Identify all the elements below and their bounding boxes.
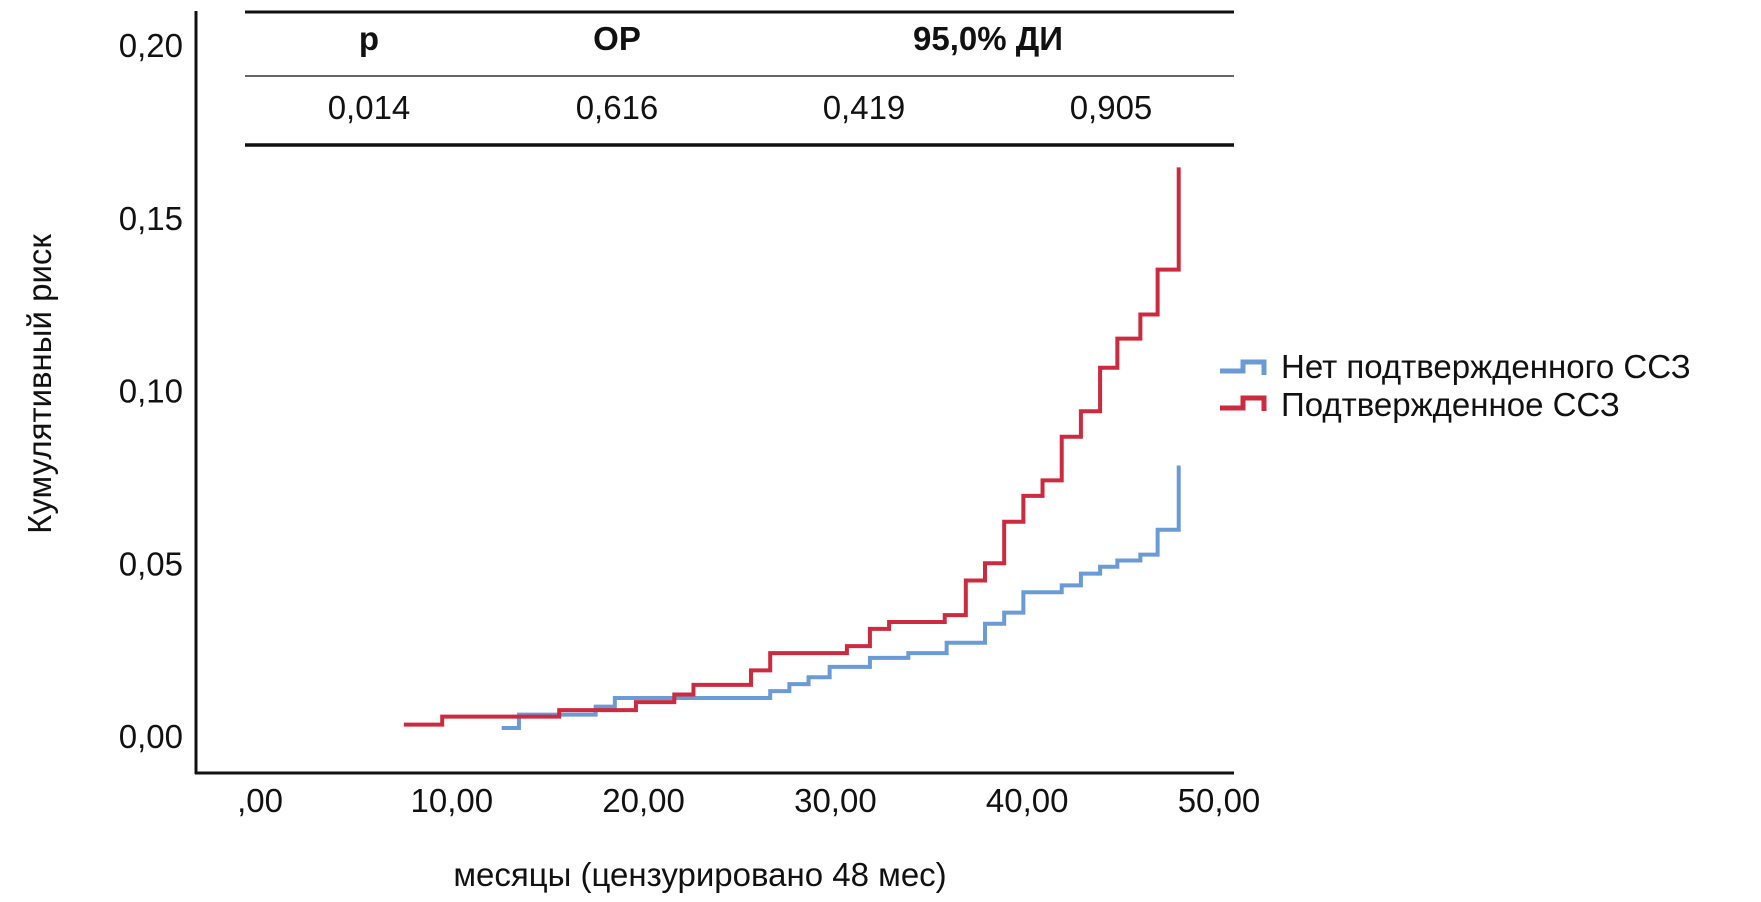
x-tick-label: 40,00 — [986, 782, 1069, 819]
y-tick-label: 0,10 — [119, 373, 183, 410]
table-value-ci-lower: 0,419 — [823, 89, 906, 126]
stats-table: p ОР 95,0% ДИ 0,014 0,616 0,419 0,905 — [245, 10, 1234, 147]
y-axis-label: Кумулятивный риск — [21, 234, 58, 534]
x-tick-label: 10,00 — [411, 782, 494, 819]
legend-label-cvd: Подтвержденное ССЗ — [1281, 386, 1620, 423]
x-axis-label: месяцы (цензурировано 48 мес) — [453, 856, 946, 893]
legend-label-no-cvd: Нет подтвержденного ССЗ — [1281, 348, 1691, 385]
x-tick-label: ,00 — [237, 782, 283, 819]
legend: Нет подтвержденного ССЗ Подтвержденное С… — [1220, 348, 1691, 423]
table-header-or: ОР — [593, 20, 641, 57]
x-tick-label: 50,00 — [1178, 782, 1261, 819]
y-tick-label: 0,15 — [119, 200, 183, 237]
x-tick-label: 20,00 — [602, 782, 685, 819]
y-tick-label: 0,00 — [119, 718, 183, 755]
table-value-ci-upper: 0,905 — [1070, 89, 1153, 126]
table-value-p: 0,014 — [328, 89, 411, 126]
table-header-ci: 95,0% ДИ — [913, 20, 1063, 57]
y-tick-label: 0,05 — [119, 545, 183, 582]
series-line-cvd — [403, 167, 1181, 727]
table-value-or: 0,616 — [576, 89, 659, 126]
x-tick-label: 30,00 — [794, 782, 877, 819]
legend-swatch-no-cvd — [1220, 359, 1267, 375]
legend-swatch-cvd — [1220, 395, 1267, 411]
axes — [194, 11, 1234, 775]
y-tick-label: 0,20 — [119, 27, 183, 64]
series-line-no-cvd — [501, 465, 1181, 731]
table-header-p: p — [359, 20, 379, 57]
